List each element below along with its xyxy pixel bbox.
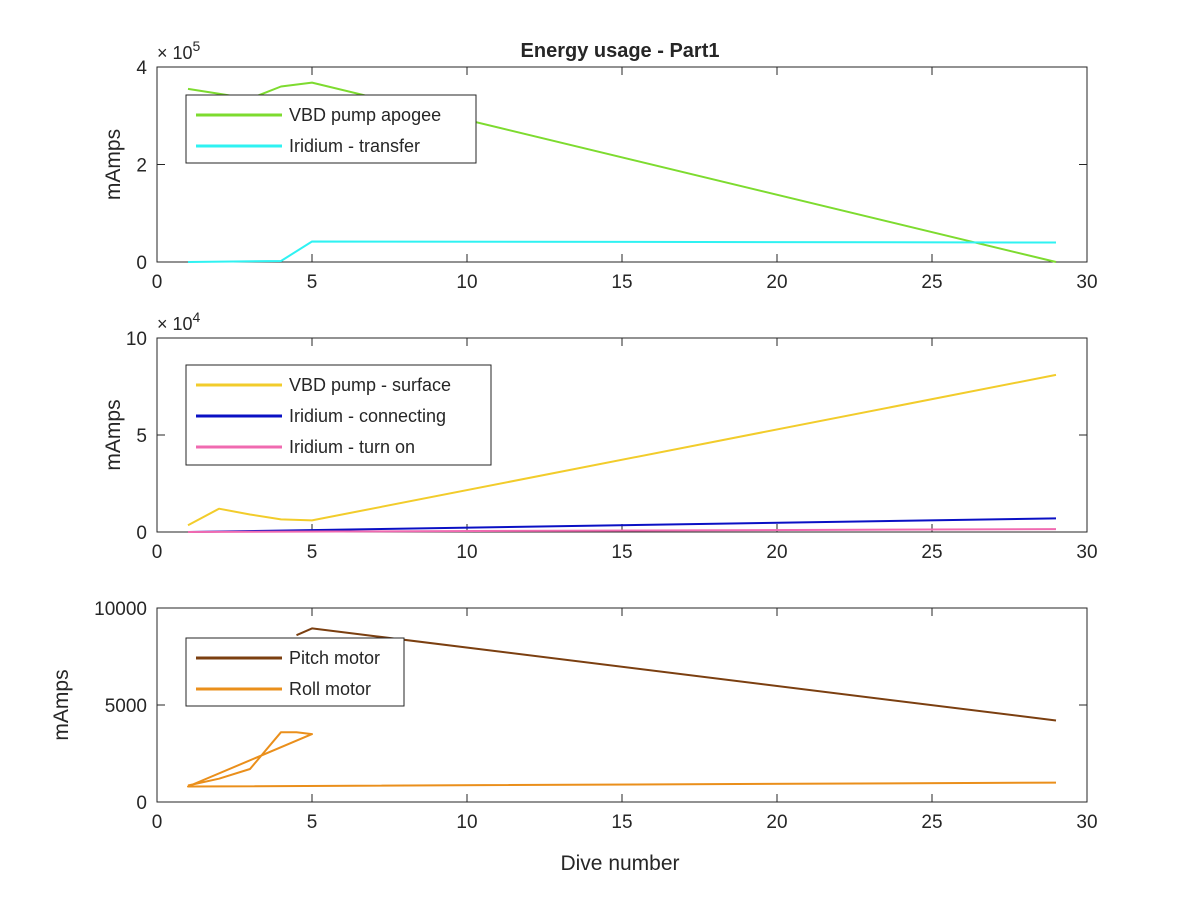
legend-entry: Pitch motor: [289, 648, 380, 668]
y-axis-label: mAmps: [102, 399, 125, 470]
y-tick-label: 0: [136, 523, 147, 544]
y-tick-label: 2: [136, 156, 147, 177]
series-line-2: [187, 240, 1057, 263]
legend-entry: VBD pump apogee: [289, 105, 441, 125]
legend-entry: Iridium - turn on: [289, 437, 415, 457]
y-tick-label: 5000: [105, 696, 147, 717]
x-tick-label: 30: [1076, 812, 1097, 833]
series-line-2: [187, 517, 1057, 533]
x-tick-label: 20: [766, 812, 787, 833]
legend-entry: Iridium - connecting: [289, 406, 446, 426]
x-tick-label: 25: [921, 542, 942, 563]
x-tick-label: 10: [456, 812, 477, 833]
x-tick-label: 25: [921, 272, 942, 293]
legend-box: [185, 637, 405, 707]
series-line-3: [187, 528, 1057, 533]
y-axis-label: mAmps: [50, 669, 73, 740]
x-tick-label: 10: [456, 542, 477, 563]
legend-entry: Roll motor: [289, 679, 371, 699]
subplot-3: 0 5 10 15 20 25 30 0 5000 10000 mAmps Pitch motor Ro…: [50, 599, 1098, 833]
y-tick-label: 10000: [94, 599, 147, 620]
x-tick-label: 5: [307, 542, 318, 563]
x-tick-label: 30: [1076, 542, 1097, 563]
y-tick-label: 4: [136, 58, 147, 79]
legend: VBD pump apogee Iridium - transfer: [185, 94, 477, 164]
x-tick-label: 0: [152, 812, 163, 833]
chart-title: Energy usage - Part1: [521, 40, 720, 62]
y-tick-label: 0: [136, 793, 147, 814]
x-tick-label: 5: [307, 272, 318, 293]
x-tick-label: 5: [307, 812, 318, 833]
y-tick-label: 10: [126, 329, 147, 350]
x-tick-label: 10: [456, 272, 477, 293]
series-line-1: [187, 373, 1057, 527]
legend-box: [185, 94, 477, 164]
y-axis-label: mAmps: [102, 129, 125, 200]
x-tick-label: 0: [152, 272, 163, 293]
x-tick-label: 15: [611, 542, 632, 563]
y-tick-label: 5: [136, 426, 147, 447]
x-tick-label: 0: [152, 542, 163, 563]
series-line-2: [187, 731, 1057, 788]
legend: VBD pump - surface Iridium - connecting Ir…: [185, 364, 492, 466]
series-line-1: [296, 627, 1057, 722]
x-tick-label: 30: [1076, 272, 1097, 293]
x-tick-label: 20: [766, 542, 787, 563]
x-axis-label: Dive number: [560, 852, 679, 875]
x-tick-label: 15: [611, 812, 632, 833]
x-tick-label: 20: [766, 272, 787, 293]
legend: Pitch motor Roll motor: [185, 637, 405, 707]
x-tick-label: 25: [921, 812, 942, 833]
legend-entry: VBD pump - surface: [289, 375, 451, 395]
legend-entry: Iridium - transfer: [289, 136, 420, 156]
x-tick-label: 15: [611, 272, 632, 293]
y-tick-label: 0: [136, 253, 147, 274]
